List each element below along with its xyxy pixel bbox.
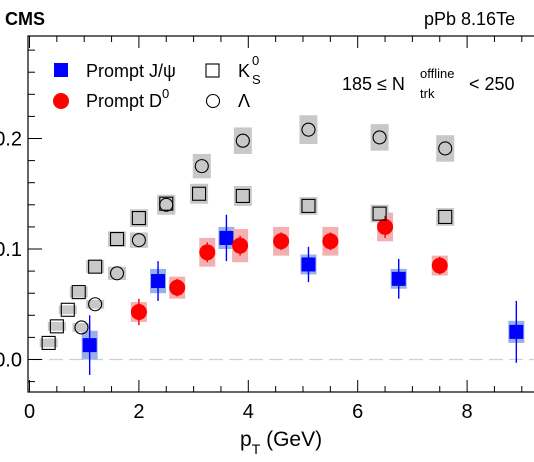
legend: Prompt J/ψ Prompt D0 K0 S Λ — [53, 53, 261, 111]
x-tick-label: 0 — [24, 401, 35, 423]
systematic-box — [233, 186, 252, 206]
legend-label-k0s-sub: S — [252, 72, 261, 87]
annotation-suffix: < 250 — [464, 74, 515, 94]
data-point — [199, 244, 216, 261]
data-point — [235, 188, 250, 204]
legend-marker-d0 — [53, 93, 69, 109]
tick-labels: 0 2 4 6 8 0.0 0.1 0.2 — [0, 129, 473, 424]
data-point — [109, 232, 125, 247]
systematic-box — [86, 260, 105, 274]
x-axis-title: pT (GeV) — [240, 428, 322, 457]
x-axis-title-main: p — [240, 428, 252, 451]
data-point — [301, 122, 316, 137]
data-point — [438, 209, 453, 225]
data-point — [41, 335, 56, 350]
legend-marker-jpsi — [54, 63, 68, 77]
systematic-box — [129, 209, 148, 227]
systematic-box — [299, 115, 318, 145]
legend-label-k0s: K0 S — [238, 53, 261, 87]
system-label-suffix: Te — [496, 9, 515, 29]
systematic-box — [108, 266, 127, 280]
systematic-box — [69, 286, 88, 298]
legend-label-lambda: Λ — [238, 91, 250, 111]
systematic-box — [39, 338, 58, 348]
data-point — [49, 319, 64, 334]
x-tick-label: 4 — [243, 401, 254, 423]
data-point — [377, 218, 394, 235]
data-point — [372, 206, 387, 221]
data-point — [273, 233, 290, 250]
data-point — [151, 274, 166, 289]
legend-label-d0-sup: 0 — [162, 86, 169, 101]
data-point — [60, 302, 75, 317]
systematic-box — [233, 127, 252, 154]
system-label-prefix: pPb 8.16 — [424, 9, 496, 29]
data-point — [232, 237, 249, 254]
data-point — [131, 211, 146, 226]
systematic-box — [108, 231, 127, 247]
data-point — [159, 197, 174, 212]
data-point — [130, 303, 147, 320]
systematic-box — [192, 153, 211, 179]
experiment-label: CMS — [5, 9, 45, 29]
data-point — [301, 198, 316, 213]
data-point — [322, 233, 339, 250]
data-point — [88, 259, 103, 274]
x-tick-label: 8 — [462, 401, 473, 423]
multiplicity-annotation: 185 ≤ N offline trk < 250 — [342, 66, 515, 101]
legend-label-jpsi: Prompt J/ψ — [86, 61, 176, 81]
axis-ticks — [28, 36, 523, 392]
y-tick-label: 0.0 — [0, 350, 22, 372]
x-tick-label: 2 — [133, 401, 144, 423]
data-point — [192, 186, 207, 201]
legend-marker-lambda — [205, 93, 221, 109]
data-point — [509, 324, 524, 339]
systematic-box — [72, 323, 91, 332]
y-tick-label: 0.2 — [0, 129, 22, 151]
systematic-box — [299, 197, 318, 215]
data-point — [438, 141, 453, 156]
data-markers — [41, 122, 524, 353]
data-point — [169, 279, 186, 296]
systematic-box — [436, 135, 455, 162]
systematic-box — [47, 321, 66, 331]
data-point — [431, 257, 448, 274]
annotation-sub: trk — [420, 86, 435, 101]
systematic-box — [86, 299, 105, 309]
data-point — [194, 159, 209, 174]
y-tick-label: 0.1 — [0, 239, 22, 261]
annotation-prefix: 185 ≤ N — [342, 74, 405, 94]
systematic-box — [129, 232, 148, 248]
systematic-box — [190, 183, 209, 204]
data-point — [74, 320, 89, 335]
plot-frame — [27, 35, 534, 393]
data-point — [372, 130, 387, 145]
data-point — [71, 285, 86, 300]
legend-label-k0s-sup: 0 — [252, 53, 259, 68]
data-point — [131, 233, 146, 248]
systematic-box — [58, 305, 77, 315]
data-point — [109, 266, 125, 281]
x-axis-title-unit: (GeV) — [260, 428, 322, 451]
legend-marker-k0s — [205, 63, 220, 78]
annotation-sup: offline — [420, 66, 454, 81]
data-point — [219, 230, 234, 245]
data-point — [391, 271, 406, 286]
systematic-box — [370, 204, 389, 223]
systematic-box — [436, 208, 455, 226]
data-point — [235, 133, 250, 148]
x-tick-label: 6 — [352, 401, 363, 423]
data-point — [82, 338, 97, 353]
x-axis-title-sub: T — [252, 441, 261, 457]
data-point — [301, 257, 316, 272]
system-label: pPb 8.16Te — [424, 9, 515, 29]
systematic-box — [370, 124, 389, 151]
data-point — [88, 297, 103, 312]
error-bars — [88, 214, 518, 375]
legend-label-d0: Prompt D0 — [86, 86, 169, 111]
legend-label-d0-main: Prompt D — [86, 91, 162, 111]
legend-label-k0s-main: K — [238, 61, 250, 81]
